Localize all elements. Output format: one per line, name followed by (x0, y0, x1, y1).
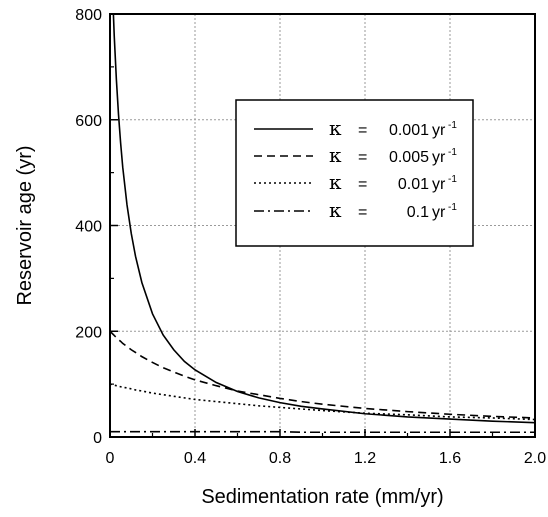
legend-value-2: 0.01 (398, 176, 429, 193)
legend-value-3: 0.1 (407, 204, 429, 221)
legend-unit-3: yr (432, 204, 446, 221)
y-tick-label-0: 0 (93, 430, 102, 447)
legend-kappa-0: κ (329, 116, 342, 140)
series-line-3 (110, 430, 535, 434)
x-tick-label-5: 2.0 (524, 450, 546, 467)
legend-box (235, 99, 474, 247)
legend-equals-2: = (358, 176, 367, 193)
legend-equals-0: = (358, 122, 367, 139)
y-axis-title: Reservoir age (yr) (14, 145, 36, 305)
axes: 0 0.4 0.8 1.2 1.6 2.0 0 200 400 600 800 (75, 7, 546, 467)
y-tick-label-2: 400 (75, 219, 102, 236)
x-axis-title: Sedimentation rate (mm/yr) (201, 486, 443, 508)
legend-kappa-2: κ (329, 170, 342, 194)
legend-equals-1: = (358, 149, 367, 166)
x-tick-label-0: 0 (106, 450, 115, 467)
legend-superscript-3: -1 (448, 202, 457, 213)
y-tick-label-1: 200 (75, 324, 102, 341)
legend-equals-3: = (358, 204, 367, 221)
x-tick-label-2: 0.8 (269, 450, 291, 467)
series-line-2 (110, 383, 535, 421)
x-tick-label-1: 0.4 (184, 450, 206, 467)
legend-kappa-3: κ (329, 198, 342, 222)
series-layer (110, 14, 535, 434)
y-tick-label-3: 600 (75, 113, 102, 130)
x-tick-label-4: 1.6 (439, 450, 461, 467)
legend-superscript-1: -1 (448, 147, 457, 158)
legend-value-1: 0.005 (389, 149, 429, 166)
legend-unit-1: yr (432, 149, 446, 166)
legend-value-0: 0.001 (389, 122, 429, 139)
legend-superscript-2: -1 (448, 174, 457, 185)
x-tick-label-3: 1.2 (354, 450, 376, 467)
series-line-1 (110, 330, 535, 419)
legend-superscript-0: -1 (448, 120, 457, 131)
legend: κ = 0.001 yr -1κ = 0.005 yr -1κ = 0.01 yr -1κ = 0.1 yr -… (235, 99, 474, 247)
legend-unit-0: yr (432, 122, 446, 139)
y-tick-label-4: 800 (75, 7, 102, 24)
legend-unit-2: yr (432, 176, 446, 193)
legend-kappa-1: κ (329, 143, 342, 167)
